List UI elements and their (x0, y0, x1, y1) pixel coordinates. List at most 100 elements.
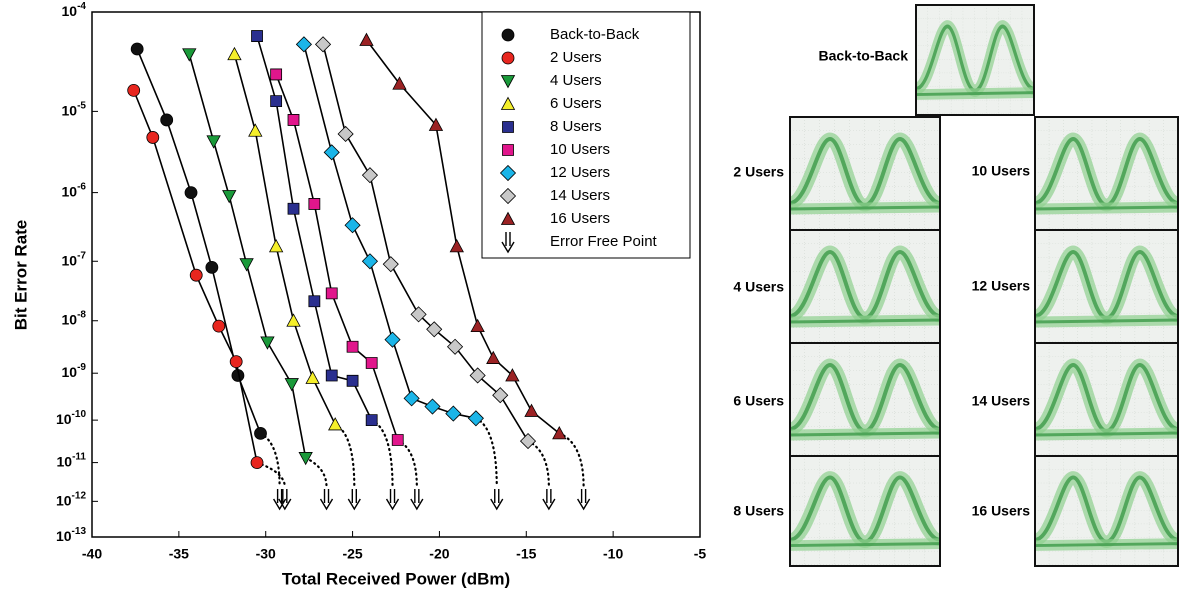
marker (223, 190, 236, 202)
marker (299, 452, 312, 464)
error-free-arrow (387, 489, 399, 509)
marker (183, 49, 196, 61)
marker (471, 320, 484, 332)
marker (316, 37, 331, 52)
marker (206, 261, 218, 273)
marker (360, 34, 373, 46)
marker (521, 434, 536, 449)
legend-label: 4 Users (550, 72, 602, 89)
marker (309, 198, 320, 209)
legend-marker (502, 52, 514, 64)
y-tick-label: 10-4 (62, 1, 87, 19)
marker (345, 218, 360, 233)
marker (240, 259, 253, 271)
x-tick-label: -5 (694, 546, 707, 562)
marker (128, 84, 140, 96)
y-tick-label: 10-9 (62, 362, 87, 380)
marker (326, 288, 337, 299)
legend-label: 16 Users (550, 210, 610, 227)
legend-label: 6 Users (550, 95, 602, 112)
error-free-arrow (543, 489, 555, 509)
marker (347, 341, 358, 352)
marker (190, 269, 202, 281)
y-tick-label: 10-6 (62, 181, 87, 199)
marker (306, 371, 319, 383)
marker (228, 48, 241, 60)
figure: Total Received Power (dBm) Bit Error Rat… (0, 0, 1179, 596)
marker (425, 399, 440, 414)
x-tick-label: -15 (516, 546, 536, 562)
error-free-arrow (578, 489, 590, 509)
marker (161, 114, 173, 126)
marker (131, 43, 143, 55)
marker (185, 187, 197, 199)
legend-label: 8 Users (550, 118, 602, 135)
marker (487, 352, 500, 364)
legend-marker (503, 122, 514, 133)
error-free-trend (398, 440, 417, 487)
x-tick-label: -10 (603, 546, 623, 562)
x-tick-label: -40 (82, 546, 102, 562)
marker (285, 379, 298, 391)
x-axis-label: Total Received Power (dBm) (282, 569, 510, 588)
legend-marker (503, 145, 514, 156)
marker (309, 296, 320, 307)
error-free-arrow (321, 489, 333, 509)
error-free-trend (335, 424, 354, 487)
marker (287, 314, 300, 326)
eye-label: 8 Users (733, 503, 784, 519)
error-free-arrow (348, 489, 360, 509)
marker (392, 434, 403, 445)
eye-label: 2 Users (733, 164, 784, 180)
y-axis-label: Bit Error Rate (11, 220, 30, 331)
x-tick-label: -25 (342, 546, 362, 562)
error-free-trend (261, 433, 280, 487)
marker (362, 254, 377, 269)
error-free-trend (476, 418, 497, 487)
marker (288, 203, 299, 214)
legend-label: 12 Users (550, 164, 610, 181)
legend-label: 2 Users (550, 49, 602, 66)
y-tick-label: 10-12 (56, 490, 86, 508)
eye-label: 4 Users (733, 279, 784, 295)
marker (468, 411, 483, 426)
legend-label: Back-to-Back (550, 26, 640, 43)
marker (329, 418, 342, 430)
eye-label: 16 Users (972, 503, 1031, 519)
error-free-arrow (491, 489, 503, 509)
marker (271, 96, 282, 107)
y-tick-label: 10-13 (56, 526, 86, 544)
eye-label: 6 Users (733, 393, 784, 409)
y-tick-label: 10-10 (56, 409, 86, 427)
marker (296, 37, 311, 52)
marker (366, 415, 377, 426)
x-tick-label: -30 (256, 546, 276, 562)
eye-label: Back-to-Back (819, 48, 909, 64)
marker (324, 145, 339, 160)
marker (251, 457, 263, 469)
marker (362, 168, 377, 183)
y-tick-label: 10-11 (57, 451, 87, 469)
marker (207, 136, 220, 148)
eye-label: 10 Users (972, 163, 1031, 179)
y-tick-label: 10-7 (62, 250, 87, 268)
x-tick-label: -20 (429, 546, 449, 562)
marker (404, 391, 419, 406)
marker (213, 320, 225, 332)
marker (288, 114, 299, 125)
marker (450, 240, 463, 252)
marker (446, 406, 461, 421)
legend-label: 14 Users (550, 187, 610, 204)
eye-label: 12 Users (972, 278, 1031, 294)
marker (383, 257, 398, 272)
marker (252, 31, 263, 42)
marker (553, 427, 566, 439)
marker (338, 126, 353, 141)
marker (347, 375, 358, 386)
x-tick-label: -35 (169, 546, 189, 562)
marker (255, 427, 267, 439)
legend-label: 10 Users (550, 141, 610, 158)
marker (230, 356, 242, 368)
y-tick-label: 10-8 (62, 309, 87, 327)
legend-marker (502, 29, 514, 41)
